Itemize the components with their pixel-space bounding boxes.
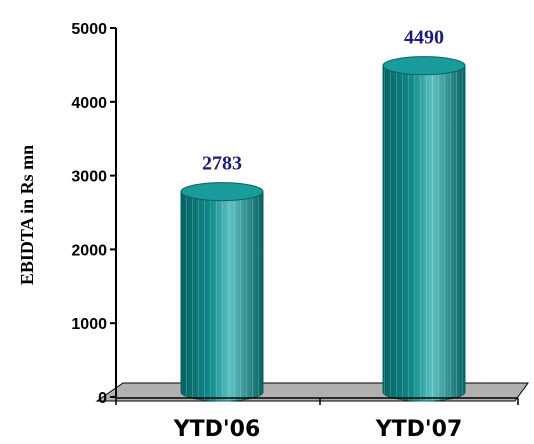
y-tick-label: 1000 (71, 316, 107, 333)
y-tick-label: 0 (98, 390, 107, 407)
bar-stripes (383, 65, 465, 401)
y-ticks: 0 1000 2000 3000 4000 5000 (71, 21, 116, 407)
bar (382, 56, 466, 402)
bars-layer (180, 56, 466, 402)
x-categories: YTD'06 YTD'07 (115, 398, 519, 442)
bar-top-cap (382, 56, 466, 76)
data-labels: 2783 4490 (202, 27, 444, 175)
data-label: 2783 (202, 153, 242, 175)
y-tick-label: 5000 (71, 21, 107, 38)
bar (180, 182, 264, 402)
y-tick-label: 3000 (71, 169, 107, 186)
y-tick-label: 4000 (71, 95, 107, 112)
x-category-label: YTD'07 (375, 417, 463, 442)
y-axis-title: EBIDTA in Rs mn (17, 145, 37, 285)
data-label: 4490 (404, 27, 444, 49)
bar-stripes (181, 191, 263, 401)
bar-top-cap (180, 182, 264, 202)
y-axis (115, 28, 518, 399)
x-category-label: YTD'06 (173, 417, 261, 442)
y-tick-label: 2000 (71, 242, 107, 259)
